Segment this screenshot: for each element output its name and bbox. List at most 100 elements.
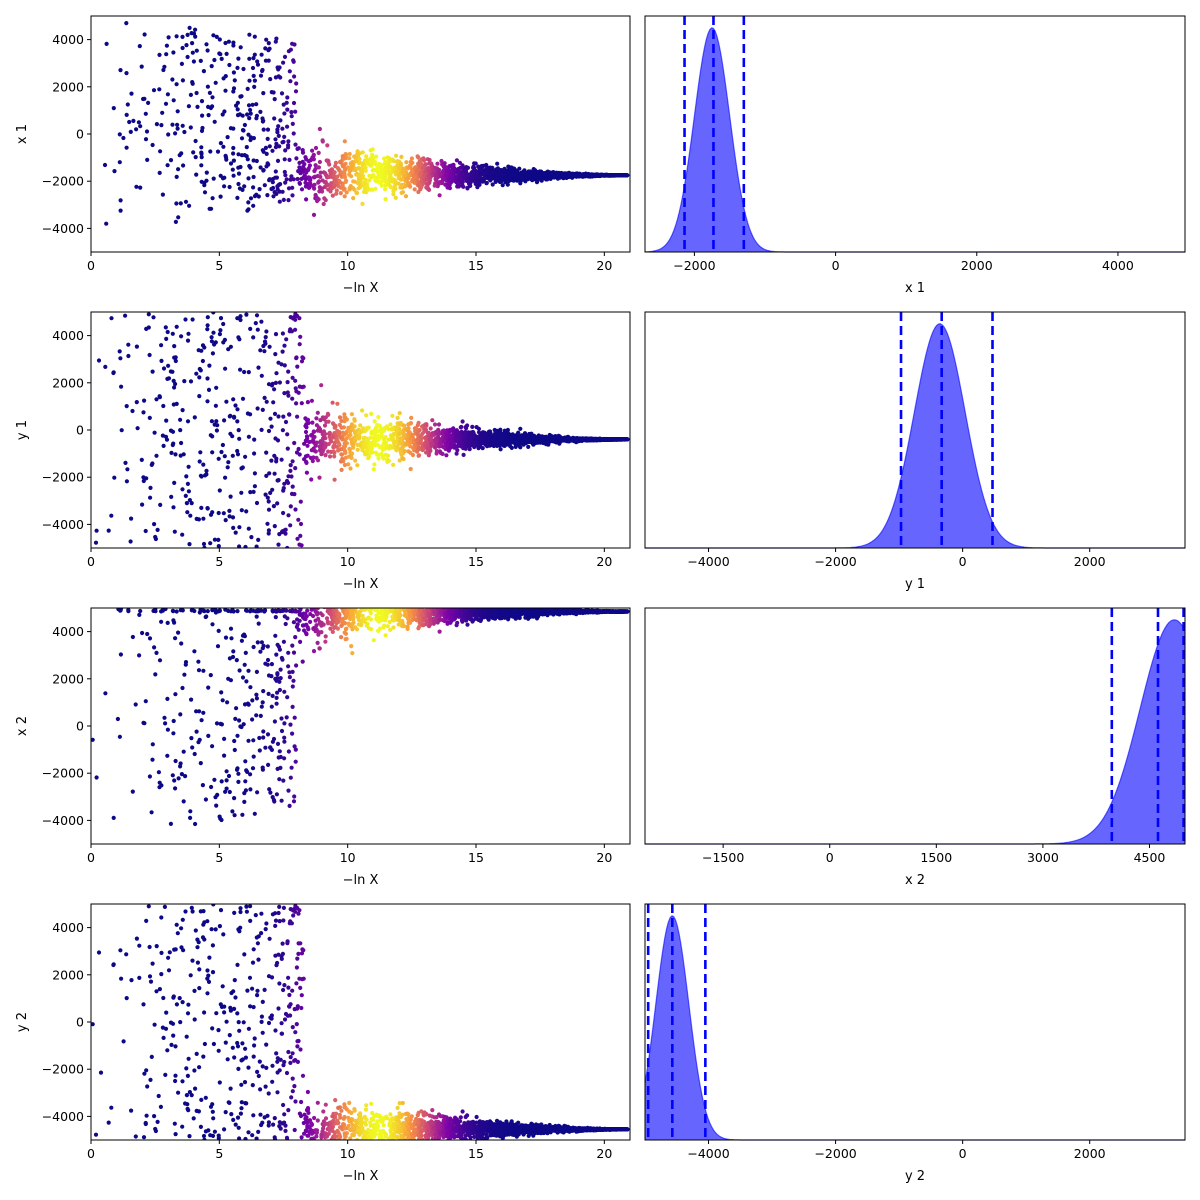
trace-point — [224, 51, 229, 57]
trace-point — [173, 786, 178, 791]
trace-point — [225, 465, 230, 470]
y-tick-label: −4000 — [42, 517, 84, 532]
trace-point — [199, 163, 204, 168]
trace-point — [323, 431, 328, 437]
trace-point — [280, 428, 285, 433]
trace-point — [357, 173, 362, 178]
trace-point — [230, 167, 235, 172]
trace-point — [264, 473, 269, 478]
trace-point — [266, 48, 271, 53]
trace-point — [202, 183, 207, 188]
trace-point — [144, 129, 150, 134]
trace-point — [171, 98, 176, 103]
trace-point — [286, 139, 291, 144]
trace-point — [111, 106, 116, 111]
trace-point — [185, 32, 190, 38]
trace-point — [276, 542, 281, 547]
trace-point — [497, 168, 502, 173]
trace-point — [252, 471, 257, 476]
trace-point — [128, 539, 133, 544]
trace-point — [323, 441, 328, 446]
trace-point — [267, 144, 272, 149]
trace-point — [623, 173, 628, 178]
trace-point — [218, 328, 223, 333]
trace-point — [436, 422, 442, 427]
trace-point — [313, 166, 318, 172]
trace-point — [549, 438, 554, 444]
trace-point — [119, 428, 124, 433]
trace-point — [231, 86, 237, 91]
trace-point — [212, 537, 217, 542]
density-area — [645, 27, 1185, 253]
trace-point — [272, 387, 277, 392]
trace-point — [301, 164, 306, 169]
trace-point — [390, 436, 396, 442]
trace-point — [282, 54, 288, 60]
trace-point — [303, 602, 307, 606]
trace-point — [380, 447, 385, 453]
trace-point — [288, 177, 293, 182]
trace-point — [514, 168, 519, 173]
trace-point — [154, 453, 159, 458]
trace-point — [231, 70, 236, 75]
trace-point — [316, 180, 321, 185]
trace-point — [176, 167, 181, 172]
trace-point — [298, 521, 304, 527]
trace-point — [387, 446, 392, 451]
trace-point — [303, 155, 308, 160]
trace-point — [329, 181, 334, 186]
trace-point — [427, 161, 432, 166]
trace-point — [487, 172, 492, 177]
trace-point — [379, 179, 384, 184]
trace-point — [235, 195, 240, 200]
trace-point — [432, 422, 438, 427]
trace-point — [283, 173, 288, 178]
trace-point — [231, 40, 236, 45]
trace-point — [239, 490, 244, 495]
trace-point — [278, 118, 283, 123]
trace-point — [281, 414, 286, 419]
trace-point — [199, 145, 204, 150]
trace-point — [428, 426, 433, 431]
trace-point — [236, 165, 241, 170]
trace-point — [285, 545, 290, 548]
trace-point — [298, 334, 303, 339]
trace-point — [497, 179, 503, 184]
trace-point — [104, 41, 109, 47]
y-tick-label: 2000 — [52, 375, 84, 390]
trace-point — [272, 97, 277, 102]
trace-point — [217, 332, 222, 337]
trace-point — [433, 444, 439, 449]
trace-point — [281, 510, 286, 516]
trace-point — [251, 174, 256, 180]
trace-point — [274, 371, 279, 376]
trace-point — [270, 180, 275, 185]
trace-point — [160, 110, 165, 115]
trace-point — [264, 399, 269, 404]
trace-point — [444, 453, 449, 458]
trace-point — [179, 334, 184, 339]
trace-point — [212, 57, 217, 63]
trace-point — [262, 395, 267, 400]
trace-point — [588, 437, 593, 442]
trace-point — [284, 177, 289, 182]
trace-point — [236, 171, 242, 176]
trace-point — [367, 178, 372, 183]
trace-point — [232, 78, 237, 83]
trace-point — [373, 186, 378, 191]
trace-point — [288, 47, 293, 52]
trace-point — [400, 190, 406, 195]
trace-point — [216, 456, 221, 461]
trace-point — [193, 138, 198, 144]
trace-point — [360, 150, 365, 155]
trace-point — [174, 34, 179, 39]
trace-point — [303, 429, 309, 435]
trace-point — [296, 446, 301, 452]
trace-point — [349, 412, 354, 417]
trace-point — [581, 173, 586, 178]
trace-point — [246, 200, 251, 205]
trace-point — [205, 84, 210, 89]
trace-point — [412, 187, 417, 192]
trace-point — [240, 396, 246, 401]
trace-point — [426, 446, 431, 451]
